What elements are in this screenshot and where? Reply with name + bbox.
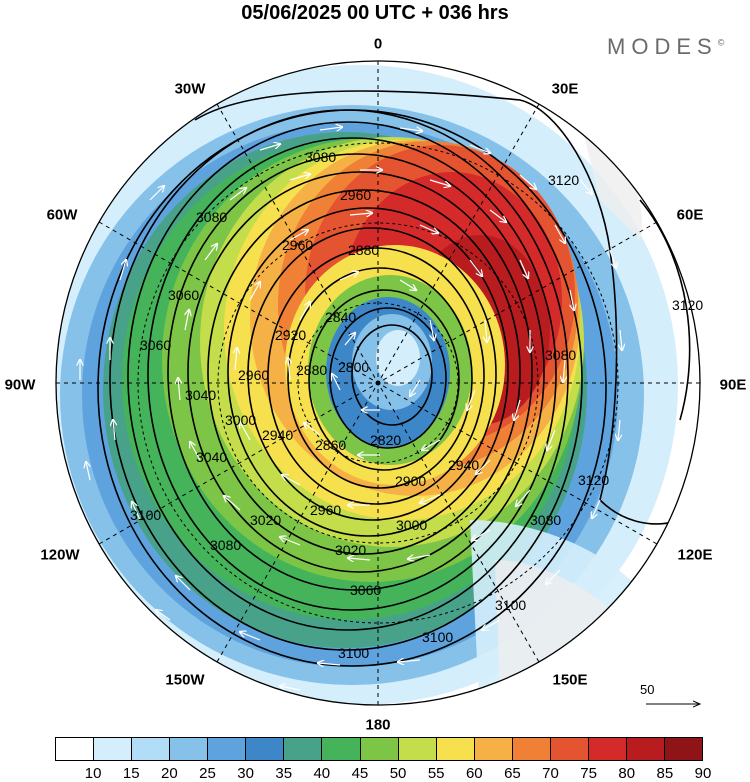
contour-label: 3080 (545, 347, 576, 363)
contour-label: 2940 (448, 457, 479, 473)
contour-label: 3040 (196, 449, 227, 465)
lon-label-180: 180 (365, 716, 391, 734)
contour-label: 2800 (338, 359, 369, 375)
contour-label: 3080 (196, 209, 227, 225)
contour-label: 3100 (338, 645, 369, 661)
contour-label: 3080 (210, 537, 241, 553)
lon-label-0: 0 (373, 35, 383, 53)
colorbar-cell (56, 738, 95, 760)
lon-label-30w: 30W (174, 80, 206, 98)
lon-label-90w: 90W (4, 376, 36, 394)
contour-label: 2960 (340, 187, 371, 203)
lon-label-150w: 150W (165, 671, 205, 689)
colorbar-cell (665, 738, 703, 760)
contour-label: 2860 (315, 437, 346, 453)
contour-label: 2960 (310, 502, 341, 518)
colorbar-tick-label: 90 (694, 765, 712, 782)
contour-label: 3060 (168, 287, 199, 303)
lon-label-150e: 150E (552, 671, 588, 689)
modes-logo: MODES© (607, 34, 724, 60)
colorbar-tick-label: 15 (122, 765, 140, 782)
colorbar-cell (360, 738, 399, 760)
logo-mark: © (717, 37, 725, 48)
colorbar-tick-label: 25 (199, 765, 216, 782)
colorbar-tick-label: 45 (351, 765, 369, 782)
lon-label-120e: 120E (677, 546, 713, 564)
colorbar-cell (322, 738, 361, 760)
lon-label-60e: 60E (676, 206, 704, 224)
colorbar-tick-label: 20 (161, 765, 178, 782)
contour-label: 3120 (548, 172, 579, 188)
pole-marker (375, 380, 381, 386)
colorbar-tick-label: 70 (542, 765, 559, 782)
contour-label: 3120 (672, 297, 703, 313)
colorbar-cell (550, 738, 589, 760)
map-boundary (55, 60, 701, 706)
lon-label-60w: 60W (46, 206, 78, 224)
colorbar (55, 737, 703, 761)
colorbar-cell (512, 738, 551, 760)
contour-label: 3100 (495, 597, 526, 613)
contour-label: 2880 (348, 242, 379, 258)
colorbar-tick-label: 30 (237, 765, 254, 782)
colorbar-tick-label: 60 (465, 765, 483, 782)
colorbar-cell (208, 738, 247, 760)
colorbar-cell (626, 738, 665, 760)
contour-label: 3000 (225, 412, 256, 428)
colorbar-cell (170, 738, 209, 760)
contour-label: 3120 (578, 472, 609, 488)
contour-labels-group: 3080 3080 2960 2880 2840 3060 3060 3040 … (130, 149, 703, 661)
contour-label: 2880 (296, 362, 327, 378)
contour-label: 3080 (530, 512, 561, 528)
logo-text: MODES (607, 34, 718, 59)
contour-label: 3080 (305, 149, 336, 165)
colorbar-cell (474, 738, 513, 760)
colorbar-tick-label: 40 (313, 765, 331, 782)
colorbar-tick-label: 85 (656, 765, 674, 782)
lon-label-90e: 90E (719, 376, 747, 394)
contour-label: 2820 (370, 432, 401, 448)
colorbar-tick-label: 50 (389, 765, 407, 782)
contour-label: 2940 (262, 427, 293, 443)
wind-vectors (80, 127, 622, 690)
contour-label: 3000 (396, 517, 427, 533)
colorbar-cell (398, 738, 437, 760)
colorbar-tick-label: 10 (84, 765, 102, 782)
contour-label: 3020 (250, 512, 281, 528)
colorbar-tick-label: 55 (427, 765, 445, 782)
lon-label-120w: 120W (40, 546, 80, 564)
colorbar-tick-label: 35 (275, 765, 293, 782)
contour-label: 3040 (185, 387, 216, 403)
contour-label: 2900 (395, 473, 426, 489)
contour-label: 3060 (350, 582, 381, 598)
colorbar-cell (132, 738, 171, 760)
contour-label: 3060 (140, 337, 171, 353)
contour-label: 3100 (422, 629, 453, 645)
lon-label-30e: 30E (551, 80, 579, 98)
map-title: 05/06/2025 00 UTC + 036 hrs (241, 2, 509, 24)
contour-label: 3020 (335, 542, 366, 558)
contour-label: 2920 (275, 327, 306, 343)
colorbar-cell (436, 738, 475, 760)
contour-label: 2960 (282, 237, 313, 253)
contour-label: 3100 (130, 507, 161, 523)
contour-label: 2840 (325, 309, 356, 325)
colorbar-cell (94, 738, 133, 760)
colorbar-cell (284, 738, 323, 760)
reference-vector-label: 50 (640, 682, 655, 697)
colorbar-cell (246, 738, 285, 760)
colorbar-tick-label: 75 (580, 765, 597, 782)
colorbar-cell (588, 738, 627, 760)
contour-label: 2960 (238, 367, 269, 383)
colorbar-tick-label: 65 (504, 765, 521, 782)
colorbar-tick-label: 80 (618, 765, 636, 782)
